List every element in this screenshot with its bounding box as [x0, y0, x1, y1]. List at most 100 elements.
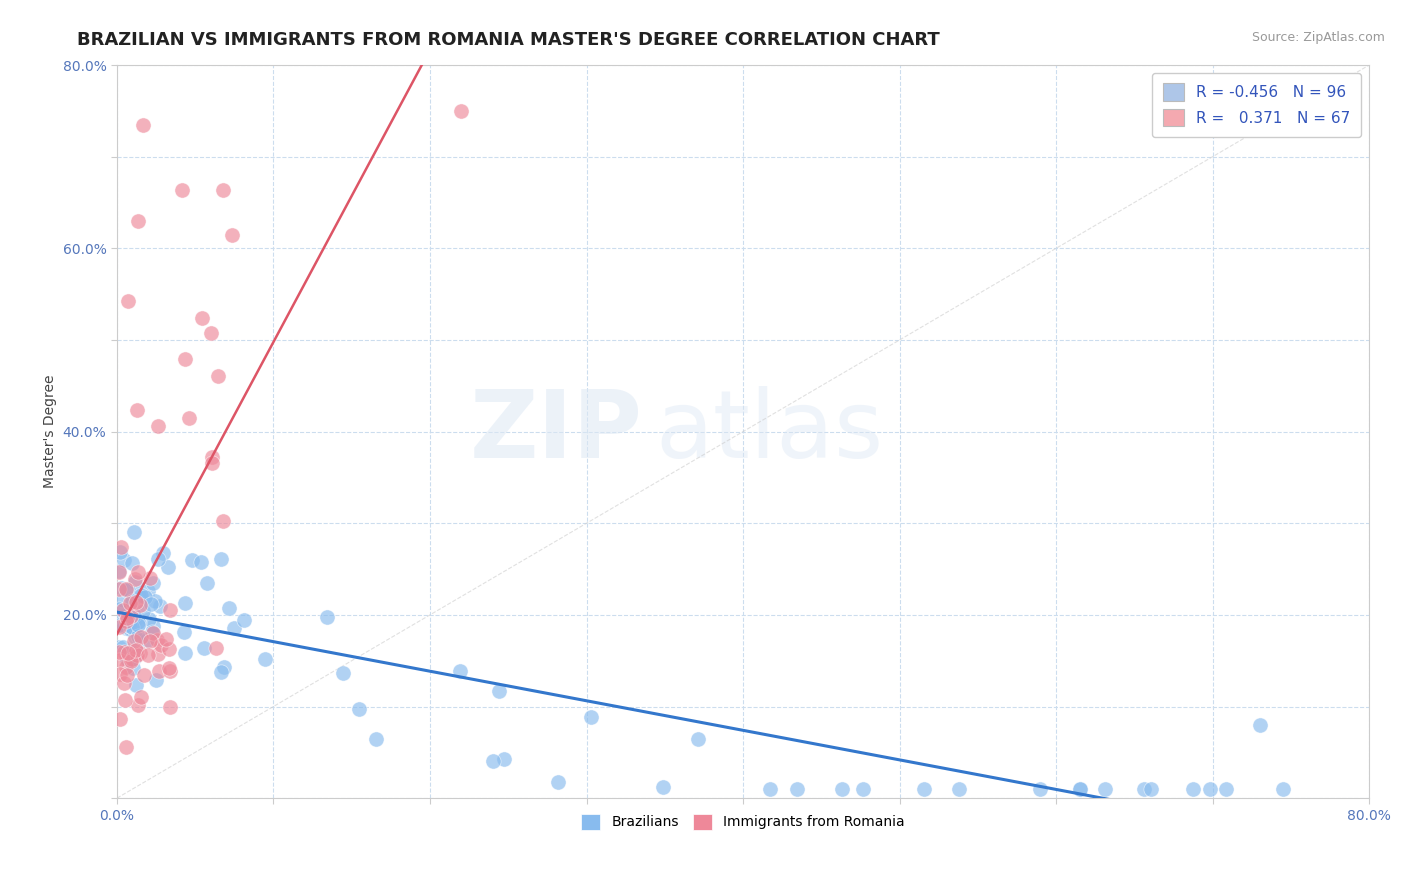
Point [1215, 781, 1237, 796]
Point [157, 642, 180, 657]
Point [157, 661, 180, 675]
Point [117, 293, 139, 308]
Point [145, 673, 167, 687]
Point [1133, 781, 1156, 796]
Point [1094, 781, 1116, 796]
Point [139, 571, 162, 585]
Point [316, 610, 339, 624]
Point [149, 599, 172, 613]
Point [207, 369, 229, 384]
Point [127, 213, 149, 227]
Point [122, 613, 145, 627]
Point [786, 781, 808, 796]
Point [114, 621, 136, 635]
Point [132, 119, 155, 133]
Point [107, 618, 129, 632]
Point [108, 640, 131, 655]
Point [128, 615, 150, 630]
Point [127, 629, 149, 643]
Point [139, 634, 162, 648]
Point [112, 603, 135, 617]
Point [146, 419, 169, 434]
Point [108, 545, 131, 559]
Point [121, 661, 143, 675]
Point [193, 641, 215, 656]
Point [120, 615, 142, 629]
Point [142, 625, 165, 640]
Point [205, 641, 228, 656]
Point [488, 684, 510, 698]
Text: atlas: atlas [655, 385, 883, 477]
Point [122, 634, 145, 648]
Point [174, 351, 197, 366]
Point [107, 602, 129, 616]
Point [125, 641, 148, 656]
Point [547, 775, 569, 789]
Point [224, 621, 246, 635]
Point [108, 666, 131, 681]
Text: Source: ZipAtlas.com: Source: ZipAtlas.com [1251, 31, 1385, 45]
Point [115, 583, 138, 598]
Point [118, 596, 141, 610]
Point [127, 615, 149, 629]
Point [218, 600, 240, 615]
Point [131, 630, 153, 644]
Point [127, 698, 149, 712]
Point [1199, 781, 1222, 796]
Point [364, 732, 387, 747]
Point [115, 582, 138, 596]
Point [221, 228, 243, 243]
Point [132, 668, 155, 682]
Point [124, 524, 146, 539]
Point [159, 699, 181, 714]
Point [112, 553, 135, 567]
Point [125, 678, 148, 692]
Legend: Brazilians, Immigrants from Romania: Brazilians, Immigrants from Romania [575, 808, 911, 835]
Point [177, 410, 200, 425]
Point [110, 581, 132, 595]
Point [686, 731, 709, 746]
Point [492, 752, 515, 766]
Point [136, 648, 159, 662]
Point [111, 640, 134, 654]
Point [118, 610, 141, 624]
Point [127, 618, 149, 632]
Point [201, 456, 224, 470]
Point [1181, 781, 1204, 796]
Point [146, 633, 169, 648]
Point [173, 646, 195, 660]
Point [181, 553, 204, 567]
Point [127, 565, 149, 579]
Point [481, 755, 503, 769]
Point [191, 311, 214, 326]
Point [117, 611, 139, 625]
Point [108, 713, 131, 727]
Point [125, 611, 148, 625]
Point [136, 632, 159, 647]
Point [652, 780, 675, 794]
Point [129, 588, 152, 602]
Point [214, 660, 236, 674]
Point [120, 655, 142, 669]
Point [209, 665, 232, 680]
Point [114, 659, 136, 673]
Point [125, 642, 148, 657]
Point [1140, 781, 1163, 796]
Point [127, 403, 149, 417]
Point [129, 690, 152, 705]
Y-axis label: Master's Degree: Master's Degree [44, 375, 58, 488]
Point [114, 614, 136, 628]
Point [108, 653, 131, 667]
Point [852, 781, 875, 796]
Point [129, 646, 152, 660]
Point [152, 545, 174, 559]
Point [159, 665, 181, 679]
Point [120, 622, 142, 636]
Point [117, 583, 139, 598]
Point [150, 638, 173, 652]
Point [115, 739, 138, 754]
Point [450, 103, 472, 118]
Text: BRAZILIAN VS IMMIGRANTS FROM ROMANIA MASTER'S DEGREE CORRELATION CHART: BRAZILIAN VS IMMIGRANTS FROM ROMANIA MAS… [77, 31, 941, 49]
Point [195, 575, 218, 590]
Point [1069, 781, 1091, 796]
